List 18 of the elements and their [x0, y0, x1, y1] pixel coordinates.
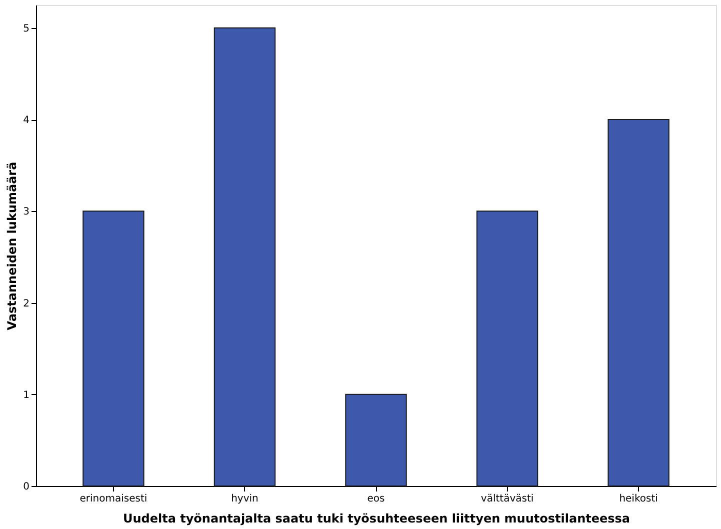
y-axis-title: Vastanneiden lukumäärä — [5, 162, 20, 330]
x-tick-label: erinomaisesti — [80, 494, 148, 504]
bar — [214, 27, 276, 486]
x-tick-label: heikosti — [619, 494, 658, 504]
x-tick-label: välttävästi — [480, 494, 534, 504]
x-tick-label: hyvin — [231, 494, 258, 504]
x-tick-label: eos — [367, 494, 385, 504]
y-tick-label: 5 — [23, 23, 30, 34]
x-axis-title: Uudelta työnantajalta saatu tuki työsuhteeseen liittyen muutostilanteessa — [122, 512, 630, 526]
bar — [608, 119, 670, 486]
y-tick-label: 1 — [23, 390, 30, 401]
bar — [82, 210, 144, 486]
bar — [476, 210, 538, 486]
y-tick-label: 2 — [23, 298, 30, 310]
y-tick-label: 4 — [23, 115, 30, 126]
bar — [345, 394, 407, 486]
y-tick-label: 3 — [23, 206, 30, 218]
y-tick-label: 0 — [23, 482, 30, 492]
